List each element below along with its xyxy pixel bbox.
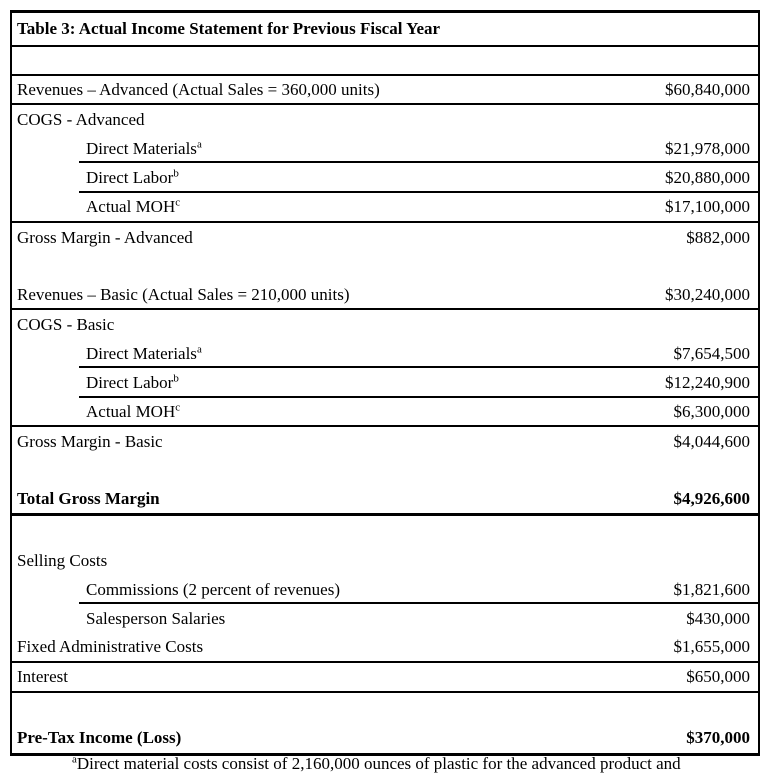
row-label: Fixed Administrative Costs (17, 637, 204, 656)
spacer-row (12, 456, 758, 485)
row-selling-costs: Selling Costs (12, 546, 758, 575)
row-label: Total Gross Margin (17, 489, 160, 508)
row-label: Interest (17, 667, 68, 686)
row-actual-moh-basic: Actual MOHc $6,300,000 (12, 398, 758, 427)
row-amount: $60,840,000 (665, 79, 750, 99)
row-label: Gross Margin - Basic (17, 431, 163, 451)
spacer-row (12, 516, 758, 546)
row-revenues-advanced: Revenues – Advanced (Actual Sales = 360,… (12, 76, 758, 105)
row-interest: Interest $650,000 (12, 663, 758, 693)
table-title: Table 3: Actual Income Statement for Pre… (17, 19, 441, 38)
row-amount: $1,655,000 (673, 637, 751, 656)
row-label: Selling Costs (17, 550, 108, 570)
row-label: COGS - Basic (17, 314, 115, 334)
footnote-a-marker: a (72, 753, 77, 766)
row-amount: $882,000 (686, 227, 750, 247)
row-salesperson-salaries: Salesperson Salaries $430,000 (12, 604, 758, 633)
row-amount: $17,100,000 (665, 197, 750, 216)
footnote-marker: a (196, 342, 202, 355)
row-label: Direct Laborb (86, 167, 179, 187)
row-direct-materials-advanced: Direct Materialsa $21,978,000 (12, 134, 758, 163)
row-actual-moh-advanced: Actual MOHc $17,100,000 (12, 193, 758, 223)
row-direct-labor-basic: Direct Laborb $12,240,900 (12, 368, 758, 398)
row-gross-margin-advanced: Gross Margin - Advanced $882,000 (12, 223, 758, 252)
row-amount: $20,880,000 (665, 168, 750, 187)
row-direct-labor-advanced: Direct Laborb $20,880,000 (12, 163, 758, 193)
row-label: Pre-Tax Income (Loss) (17, 727, 182, 747)
row-label: Revenues – Basic (Actual Sales = 210,000… (17, 284, 350, 304)
footnote-a: aDirect material costs consist of 2,160,… (72, 754, 681, 774)
footnote-marker: b (173, 372, 179, 385)
row-commissions: Commissions (2 percent of revenues) $1,8… (12, 575, 758, 604)
footnote-marker: c (175, 400, 181, 413)
row-label: Revenues – Advanced (Actual Sales = 360,… (17, 79, 380, 99)
row-label: COGS - Advanced (17, 109, 145, 129)
row-amount: $1,821,600 (673, 579, 751, 599)
row-label: Actual MOHc (86, 196, 181, 216)
row-fixed-administrative-costs: Fixed Administrative Costs $1,655,000 (12, 633, 758, 663)
row-amount: $430,000 (686, 608, 750, 628)
row-amount: $4,044,600 (673, 431, 751, 451)
table-title-row: Table 3: Actual Income Statement for Pre… (12, 13, 758, 47)
row-amount: $650,000 (686, 667, 750, 686)
spacer-row (12, 252, 758, 281)
row-pretax-income: Pre-Tax Income (Loss) $370,000 (12, 722, 758, 753)
row-gross-margin-basic: Gross Margin - Basic $4,044,600 (12, 427, 758, 456)
row-cogs-basic: COGS - Basic (12, 310, 758, 339)
row-amount: $30,240,000 (665, 284, 750, 304)
row-label: Direct Materialsa (86, 137, 202, 158)
row-cogs-advanced: COGS - Advanced (12, 105, 758, 134)
spacer-row (12, 693, 758, 722)
row-amount: $21,978,000 (665, 138, 750, 158)
row-total-gross-margin: Total Gross Margin $4,926,600 (12, 485, 758, 516)
footnote-marker: c (175, 196, 181, 209)
row-amount: $12,240,900 (665, 373, 750, 392)
row-label: Actual MOHc (86, 400, 181, 421)
footnote-marker: a (196, 137, 202, 150)
row-amount: $370,000 (686, 727, 750, 747)
spacer-row (12, 47, 758, 76)
row-amount: $7,654,500 (673, 343, 751, 363)
row-label: Salesperson Salaries (86, 608, 226, 628)
row-amount: $6,300,000 (673, 401, 751, 421)
row-label: Direct Materialsa (86, 342, 202, 363)
row-revenues-basic: Revenues – Basic (Actual Sales = 210,000… (12, 281, 758, 310)
row-label: Gross Margin - Advanced (17, 227, 193, 247)
row-amount: $4,926,600 (673, 489, 751, 508)
footnote-a-text: Direct material costs consist of 2,160,0… (76, 754, 681, 773)
row-direct-materials-basic: Direct Materialsa $7,654,500 (12, 339, 758, 368)
income-statement-table: Table 3: Actual Income Statement for Pre… (10, 10, 760, 756)
footnote-marker: b (173, 167, 179, 180)
row-label: Direct Laborb (86, 372, 179, 392)
row-label: Commissions (2 percent of revenues) (86, 579, 340, 599)
